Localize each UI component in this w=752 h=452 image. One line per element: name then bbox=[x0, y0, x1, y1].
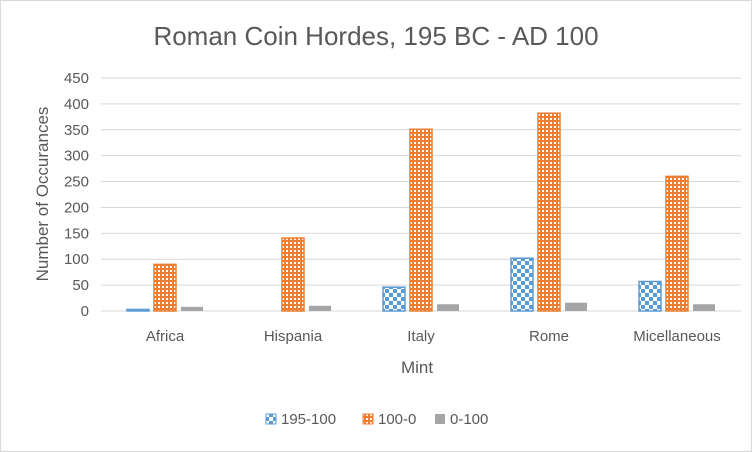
y-tick-label: 50 bbox=[72, 277, 89, 294]
x-axis-title: Mint bbox=[401, 358, 433, 377]
legend-swatch bbox=[362, 413, 374, 425]
x-tick-label: Micellaneous bbox=[633, 328, 721, 345]
x-tick-label: Italy bbox=[407, 328, 435, 345]
bar bbox=[437, 304, 459, 311]
y-tick-label: 100 bbox=[64, 251, 89, 268]
bar bbox=[510, 257, 534, 312]
y-tick-label: 350 bbox=[64, 122, 89, 139]
bar bbox=[382, 286, 406, 312]
bars bbox=[126, 112, 715, 312]
bar bbox=[181, 306, 203, 311]
y-axis-title: Number of Occurances bbox=[33, 107, 52, 282]
y-tick-label: 300 bbox=[64, 148, 89, 165]
legend-label: 195-100 bbox=[281, 411, 336, 428]
x-tick-label: Rome bbox=[529, 328, 569, 345]
y-tick-label: 400 bbox=[64, 96, 89, 113]
bar bbox=[565, 302, 587, 311]
x-tick-label: Hispania bbox=[264, 328, 323, 345]
x-axis-ticks: Africa Hispania Italy Rome Micellaneous bbox=[146, 328, 721, 345]
y-tick-label: 250 bbox=[64, 174, 89, 191]
legend-swatch bbox=[265, 413, 277, 425]
bar bbox=[665, 175, 689, 312]
chart-title: Roman Coin Hordes, 195 BC - AD 100 bbox=[153, 21, 598, 51]
bar bbox=[309, 305, 331, 311]
bar bbox=[126, 308, 150, 312]
y-tick-label: 150 bbox=[64, 225, 89, 242]
x-tick-label: Africa bbox=[146, 328, 185, 345]
bar bbox=[638, 280, 662, 312]
legend-label: 0-100 bbox=[450, 411, 488, 428]
y-tick-label: 0 bbox=[81, 303, 89, 320]
bar bbox=[281, 237, 305, 312]
legend: 195-100 100-0 0-100 bbox=[265, 411, 488, 428]
legend-label: 100-0 bbox=[378, 411, 416, 428]
y-tick-label: 450 bbox=[64, 70, 89, 87]
bar bbox=[409, 128, 433, 312]
y-axis-ticks: 0 50 100 150 200 250 300 350 400 450 bbox=[64, 70, 89, 320]
bar bbox=[537, 112, 561, 312]
bar bbox=[153, 263, 177, 312]
legend-swatch bbox=[435, 414, 445, 424]
y-tick-label: 200 bbox=[64, 199, 89, 216]
bar bbox=[693, 304, 715, 311]
